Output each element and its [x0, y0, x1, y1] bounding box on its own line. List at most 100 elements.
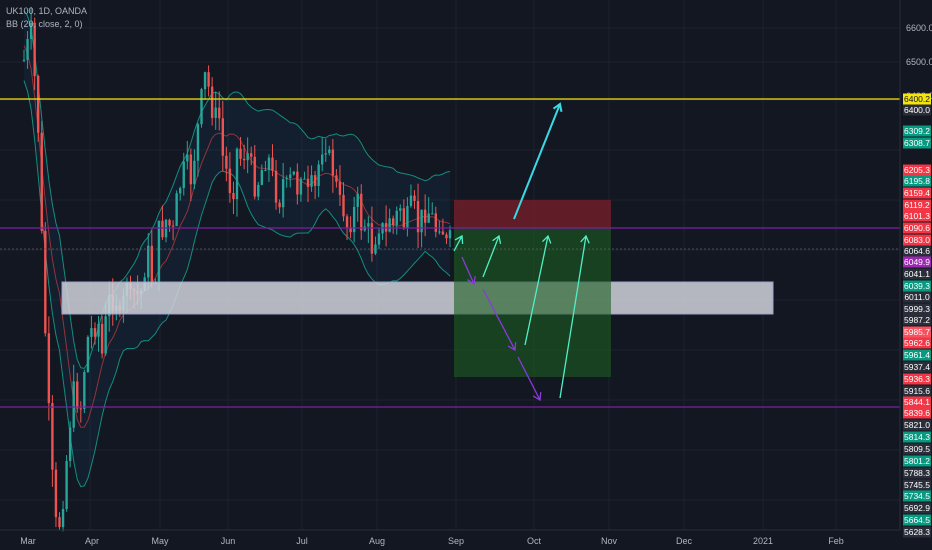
candle-body: [157, 220, 161, 282]
y-tick-label: 6600.0: [906, 23, 932, 33]
candle-body: [246, 153, 249, 161]
candle-body: [434, 213, 437, 232]
candle-body: [431, 213, 434, 215]
price-tag-label: 5987.2: [904, 315, 930, 325]
price-tag: [903, 291, 931, 303]
candle-body: [221, 118, 224, 156]
price-tag: [903, 326, 931, 338]
price-tag-label: 6011.0: [904, 292, 930, 302]
candle-body: [65, 461, 68, 510]
candle-body: [395, 210, 398, 226]
price-tag: [903, 164, 931, 176]
candle-body: [257, 184, 260, 197]
price-tag: [903, 502, 931, 514]
price-tag: [903, 303, 931, 315]
price-tag-label: 5809.5: [904, 444, 930, 454]
candle-body: [214, 107, 217, 118]
candle-body: [264, 170, 267, 172]
candle-body: [235, 148, 239, 200]
candle-body: [367, 223, 370, 227]
price-tag: [903, 349, 931, 361]
candle-body: [281, 179, 285, 208]
x-tick-mar: Mar: [20, 536, 36, 546]
candle-body: [271, 157, 274, 171]
price-tag-label: 6195.8: [904, 176, 930, 186]
candle-body: [306, 178, 310, 187]
arrow-purple-3-head: [532, 391, 542, 402]
candle-body: [218, 107, 221, 119]
candle-body: [342, 194, 345, 217]
candle-body: [317, 164, 320, 186]
candle-body: [61, 509, 65, 528]
price-tag: [903, 104, 931, 116]
candle-body: [335, 175, 338, 182]
candle-body: [37, 76, 40, 133]
candle-body: [179, 188, 182, 194]
candle-body: [242, 158, 246, 161]
price-tag-label: 5734.5: [904, 491, 930, 501]
price-tag-label: 5999.3: [904, 304, 930, 314]
candle-body: [289, 174, 292, 179]
price-tag-label: 5961.4: [904, 350, 930, 360]
price-tag-label: 6039.3: [904, 281, 930, 291]
candle-body: [54, 469, 58, 518]
candle-body: [413, 195, 416, 201]
price-tag: [903, 373, 931, 385]
x-tick-dec: Dec: [676, 536, 693, 546]
candle-body: [303, 178, 306, 180]
price-tag-label: 5692.9: [904, 503, 930, 513]
candle-body: [182, 161, 185, 189]
price-tag: [903, 256, 931, 268]
candle-body: [51, 403, 54, 470]
candle-body: [313, 175, 317, 186]
candle-body: [377, 233, 381, 245]
candle-body: [267, 157, 271, 171]
x-tick-jun: Jun: [221, 536, 236, 546]
arrow-purple-1: [461, 256, 475, 285]
candle-body: [310, 175, 313, 187]
arrow-purple-3: [517, 356, 541, 401]
price-tag-label: 5839.6: [904, 408, 930, 418]
price-tag: [903, 514, 931, 526]
candle-body: [90, 328, 93, 337]
price-tag: [903, 314, 931, 326]
symbol-legend[interactable]: UK100, 1D, OANDA: [6, 6, 88, 16]
candle-body: [29, 22, 33, 40]
candle-body: [370, 223, 374, 254]
price-tag-label: 5844.1: [904, 397, 930, 407]
price-tag: [903, 479, 931, 491]
stop-loss-area: [454, 200, 611, 228]
price-tag: [903, 222, 931, 234]
candle-body: [68, 427, 72, 462]
indicator-legend[interactable]: BB (20, close, 2, 0): [6, 19, 83, 29]
price-tag: [903, 526, 931, 538]
x-tick-apr: Apr: [85, 536, 99, 546]
candle-body: [186, 154, 189, 162]
candle-body: [250, 153, 253, 157]
price-tag: [903, 93, 931, 105]
candle-body: [409, 195, 413, 207]
candle-body: [93, 328, 97, 337]
candle-body: [292, 171, 295, 175]
price-tag-label: 5937.4: [904, 362, 930, 372]
price-tag-label: 5788.3: [904, 468, 930, 478]
price-tag-label: 5936.3: [904, 374, 930, 384]
x-tick-aug: Aug: [369, 536, 385, 546]
candle-body: [97, 323, 100, 337]
x-tick-oct: Oct: [527, 536, 542, 546]
price-tag: [903, 210, 931, 222]
candle-body: [79, 408, 82, 410]
arrow-cyan-breakout-head: [552, 102, 563, 113]
y-tick-label: 6500.0: [906, 57, 932, 67]
price-tag-label: 6159.4: [904, 188, 930, 198]
candle-body: [356, 193, 359, 207]
arrow-teal-2: [482, 235, 500, 278]
candle-body: [253, 156, 256, 197]
candle-body: [299, 178, 303, 195]
price-tag: [903, 187, 931, 199]
price-tag: [903, 419, 931, 431]
price-tag: [903, 396, 931, 408]
price-tag-label: 5801.2: [904, 456, 930, 466]
